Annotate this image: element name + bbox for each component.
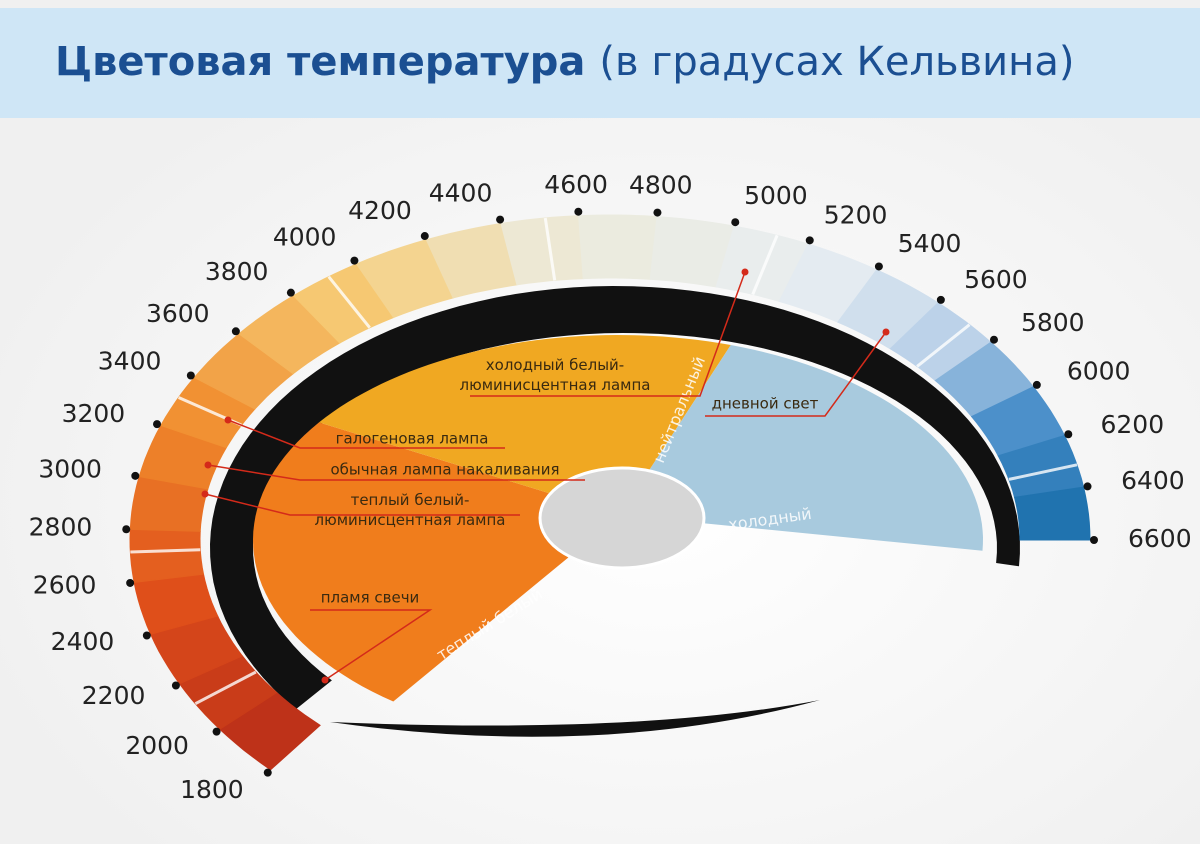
tick-label: 5200 (824, 201, 888, 230)
tick-dot (805, 236, 814, 245)
title-rest: (в градусах Кельвина) (599, 39, 1074, 85)
header-band (0, 8, 1200, 118)
annotation: дневной свет (712, 395, 819, 413)
black-arc (210, 286, 1020, 710)
leader-line (470, 271, 746, 397)
title-bold: Цветовая температура (55, 39, 585, 85)
band-separator (751, 234, 779, 295)
tick-dot (989, 335, 998, 344)
leader-line (204, 493, 520, 516)
tick-label: 2200 (82, 681, 146, 710)
leader-line (310, 609, 433, 681)
leader-dot (882, 328, 890, 336)
tick-dot (1083, 482, 1092, 491)
tick-dot (142, 631, 151, 640)
tick-label: 3200 (62, 399, 126, 428)
band-segment (1013, 486, 1091, 541)
warm-sector (253, 422, 620, 702)
annotation-line: люминисцентная лампа (460, 376, 651, 394)
tick-label: 6000 (1067, 357, 1131, 386)
band-segment (129, 528, 205, 583)
tick-label: 4200 (348, 196, 412, 225)
annotation: обычная лампа накаливания (331, 461, 560, 479)
tick-label: 2400 (51, 627, 115, 656)
tick-label: 4800 (629, 171, 693, 200)
annotation: холодный белый-люминисцентная лампа (460, 356, 651, 394)
hub (538, 466, 706, 570)
tick-label: 2600 (33, 570, 97, 599)
band-separator (130, 548, 201, 554)
tick-label: 4000 (273, 223, 337, 252)
band-separator (916, 323, 971, 368)
tick-dot (231, 327, 240, 336)
tick-label: 4600 (544, 170, 608, 199)
tick-label: 5000 (744, 181, 808, 210)
tick-label: 5800 (1021, 308, 1085, 337)
cold-sector (620, 345, 983, 551)
tick-dot (286, 288, 295, 297)
tick-dot (574, 207, 583, 216)
tick-dot (263, 768, 272, 777)
tick-label: 6600 (1128, 524, 1192, 553)
tick-label: 3000 (38, 455, 102, 484)
tick-dot (153, 420, 162, 429)
leader-line (207, 464, 585, 481)
leader-dot (321, 676, 329, 684)
tick-dot (420, 232, 429, 241)
tick-dot (186, 371, 195, 380)
tick-dot (350, 256, 359, 265)
tick-label: 1800 (180, 775, 244, 804)
tick-label: 5400 (898, 229, 962, 258)
annotation: пламя свечи (321, 589, 420, 607)
swoosh (330, 700, 820, 737)
tick-dot (496, 215, 505, 224)
tick-dot (171, 681, 180, 690)
annotation-line: люминисцентная лампа (315, 511, 506, 529)
leader-dot (224, 416, 232, 424)
tick-dot (874, 262, 883, 271)
leader-dot (204, 461, 212, 469)
band-segment (578, 214, 658, 280)
tick-dot (131, 471, 140, 480)
tick-dot (1032, 380, 1041, 389)
band-separator (327, 275, 371, 329)
leader-line (227, 419, 505, 449)
tick-label: 6400 (1121, 466, 1185, 495)
band-separator (194, 670, 257, 706)
tick-label: 2000 (125, 731, 189, 760)
tick-label: 3400 (98, 347, 162, 376)
tick-dot (1090, 536, 1098, 544)
leader-dot (201, 490, 209, 498)
leader-line (705, 331, 887, 417)
tick-label: 3800 (205, 257, 269, 286)
band-separator (1008, 463, 1078, 481)
leader-dot (741, 268, 749, 276)
annotation: галогеновая лампа (336, 430, 489, 448)
tick-label: 2800 (29, 512, 93, 541)
tick-dot (122, 525, 131, 534)
tick-label: 6200 (1101, 410, 1165, 439)
annotation-line: теплый белый- (351, 491, 470, 509)
band-separator (543, 217, 557, 281)
tick-label: 4400 (429, 178, 493, 207)
tick-label: 5600 (964, 265, 1028, 294)
gauge: 1800 2000 2200 2400 2600 2800 3000 3200 3400 3600… (29, 170, 1192, 804)
tick-dot (731, 218, 740, 227)
tick-dot (212, 727, 221, 736)
tick-dot (126, 578, 135, 587)
tick-dot (653, 208, 662, 217)
tick-dot (936, 295, 945, 304)
tick-dot (1064, 430, 1073, 439)
tick-label: 3600 (146, 299, 210, 328)
title: Цветовая температура (в градусах Кельвина… (55, 39, 1074, 85)
annotation-line: холодный белый- (486, 356, 624, 374)
